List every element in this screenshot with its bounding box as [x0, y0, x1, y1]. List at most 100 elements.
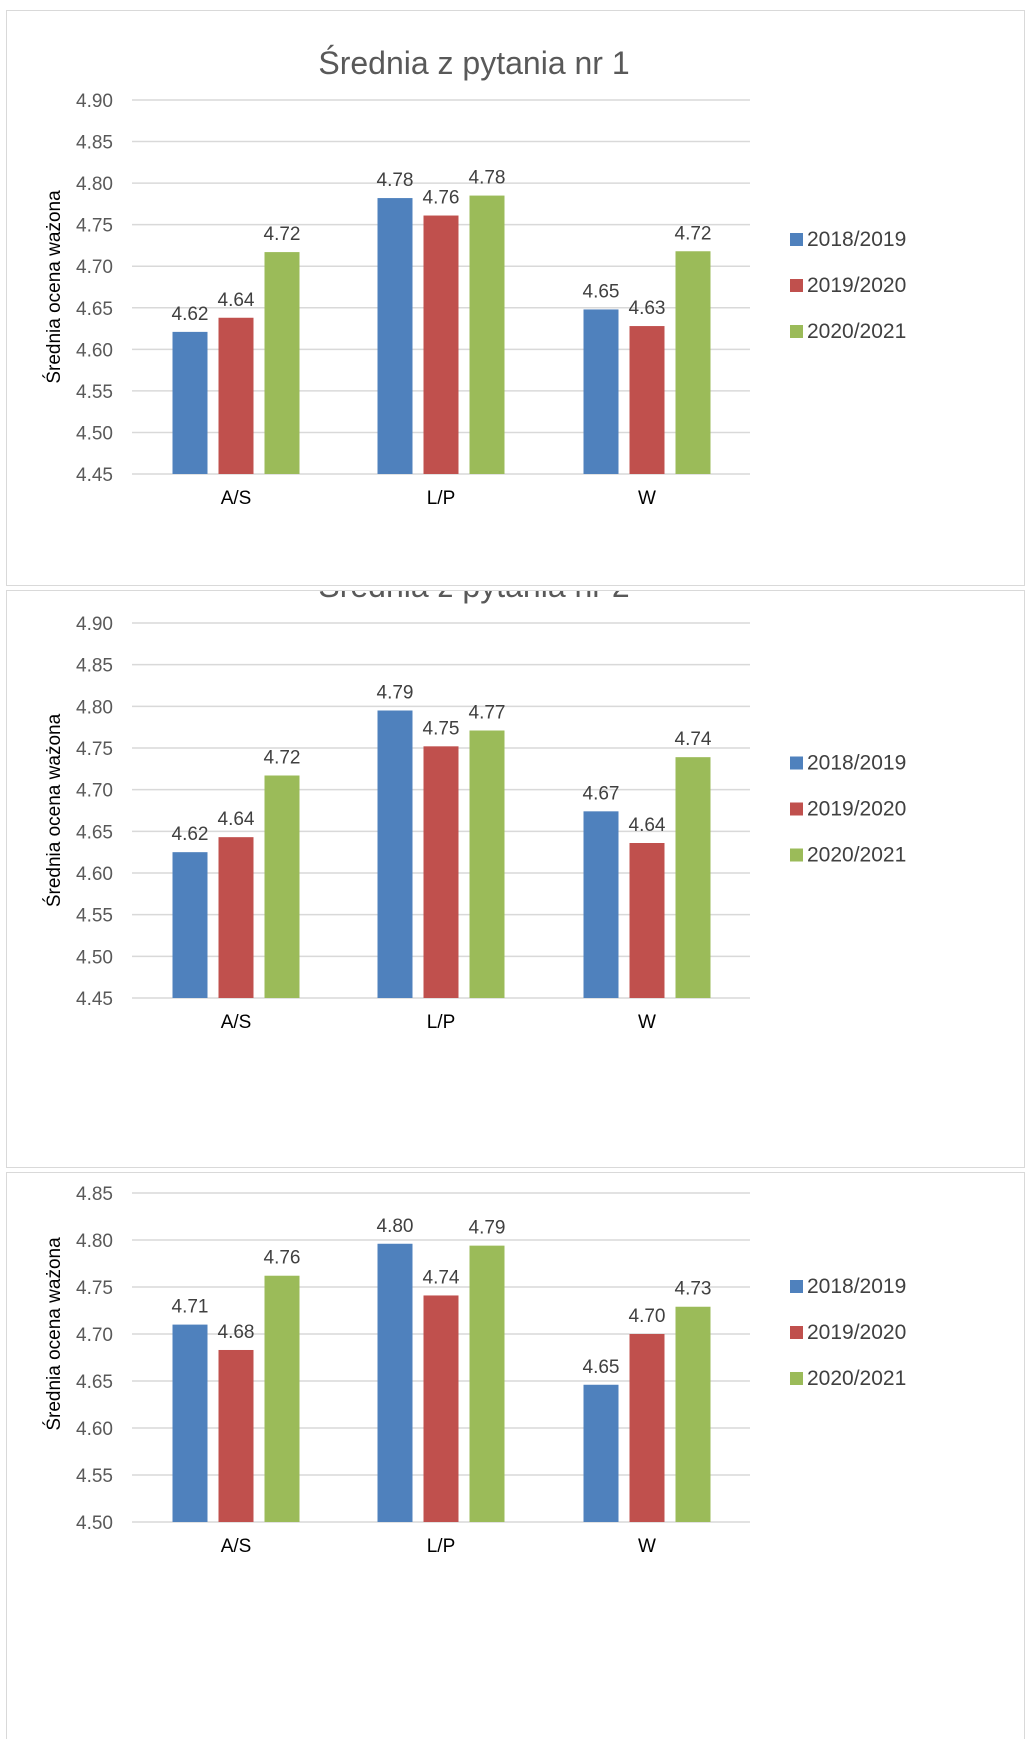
- data-label: 4.76: [423, 188, 460, 209]
- y-tick-label: 4.60: [76, 340, 113, 361]
- legend-label: 2020/2021: [807, 1367, 906, 1390]
- legend-label: 2019/2020: [807, 798, 906, 821]
- data-label: 4.64: [218, 809, 255, 830]
- y-tick-label: 4.65: [76, 299, 113, 320]
- legend-swatch-2020/2021: [790, 848, 803, 862]
- y-tick-label: 4.60: [76, 864, 113, 885]
- bar-2020/2021-L/P: [469, 730, 505, 998]
- y-tick-label: 4.90: [76, 614, 113, 635]
- data-label: 4.73: [675, 1279, 712, 1300]
- x-category-label: A/S: [221, 1012, 252, 1033]
- y-tick-label: 4.50: [76, 1513, 113, 1534]
- bar-2018/2019-L/P: [377, 198, 413, 474]
- bar-2018/2019-A/S: [172, 852, 208, 998]
- bar-2018/2019-W: [583, 309, 619, 474]
- x-category-label: W: [638, 1012, 656, 1033]
- bar-2020/2021-W: [675, 757, 711, 998]
- y-tick-label: 4.75: [76, 216, 113, 237]
- bar-2019/2020-L/P: [423, 215, 459, 474]
- data-label: 4.75: [423, 718, 460, 739]
- bar-2020/2021-A/S: [264, 775, 300, 998]
- data-label: 4.78: [469, 168, 506, 189]
- bar-2019/2020-L/P: [423, 746, 459, 998]
- data-label: 4.65: [583, 1357, 620, 1378]
- legend-label: 2019/2020: [807, 1321, 906, 1344]
- bar-2020/2021-W: [675, 1306, 711, 1522]
- bar-2019/2020-L/P: [423, 1295, 459, 1522]
- data-label: 4.72: [264, 224, 301, 245]
- y-tick-label: 4.65: [76, 1372, 113, 1393]
- y-tick-label: 4.80: [76, 697, 113, 718]
- data-label: 4.80: [377, 1216, 414, 1237]
- y-tick-label: 4.80: [76, 1231, 113, 1252]
- data-label: 4.74: [423, 1267, 460, 1288]
- bar-2020/2021-L/P: [469, 195, 505, 475]
- y-axis-label: Średnia ocena ważona: [43, 190, 65, 384]
- legend-label: 2018/2019: [807, 228, 906, 251]
- y-tick-label: 4.55: [76, 382, 113, 403]
- legend-swatch-2019/2020: [790, 802, 803, 816]
- data-label: 4.79: [377, 683, 414, 704]
- bar-2018/2019-A/S: [172, 1324, 208, 1522]
- y-tick-label: 4.70: [76, 257, 113, 278]
- chart-3-svg: Średnia z pytania nr 34.904.854.804.754.…: [43, 1184, 906, 1557]
- chart-title: Średnia z pytania nr 1: [318, 45, 629, 81]
- legend-swatch-2018/2019: [790, 1280, 803, 1293]
- bar-2019/2020-A/S: [218, 1349, 254, 1522]
- y-tick-label: 4.50: [76, 947, 113, 968]
- legend-swatch-2018/2019: [790, 233, 803, 246]
- chart-panel-3: Średnia z pytania nr 34.904.854.804.754.…: [6, 1172, 1025, 1739]
- x-category-label: A/S: [221, 1536, 252, 1557]
- data-label: 4.65: [583, 281, 620, 302]
- legend-swatch-2019/2020: [790, 279, 803, 292]
- bar-2019/2020-W: [629, 843, 665, 998]
- bar-2019/2020-W: [629, 326, 665, 474]
- bar-2020/2021-L/P: [469, 1245, 505, 1522]
- bar-2019/2020-W: [629, 1334, 665, 1522]
- y-tick-label: 4.55: [76, 906, 113, 927]
- data-label: 4.67: [583, 783, 620, 804]
- chart-panel-2: Średnia z pytania nr 2 4.90 4.85 4.80 4.75 4.…: [6, 590, 1025, 1168]
- y-tick-label: 4.75: [76, 1278, 113, 1299]
- y-tick-label: 4.85: [76, 656, 113, 677]
- data-label: 4.78: [377, 170, 414, 191]
- y-tick-label: 4.70: [76, 1325, 113, 1346]
- x-category-label: W: [638, 488, 656, 509]
- y-tick-label: 4.55: [76, 1466, 113, 1487]
- x-category-label: L/P: [427, 488, 456, 509]
- bar-2018/2019-W: [583, 811, 619, 998]
- data-label: 4.74: [675, 729, 712, 750]
- x-category-label: A/S: [221, 488, 252, 509]
- y-tick-label: 4.85: [76, 133, 113, 154]
- data-label: 4.77: [469, 703, 506, 724]
- y-axis-label: Średnia ocena ważona: [43, 1237, 65, 1431]
- data-label: 4.64: [218, 290, 255, 311]
- data-label: 4.71: [172, 1297, 209, 1318]
- y-tick-label: 4.75: [76, 739, 113, 760]
- x-category-label: L/P: [427, 1012, 456, 1033]
- legend-label: 2020/2021: [807, 320, 906, 343]
- y-tick-label: 4.45: [76, 465, 113, 486]
- y-tick-label: 4.65: [76, 822, 113, 843]
- data-label: 4.64: [629, 815, 666, 836]
- data-label: 4.63: [629, 298, 666, 319]
- legend-label: 2019/2020: [807, 274, 906, 297]
- chart-2-svg: Średnia z pytania nr 2 4.90 4.85 4.80 4.75 4.…: [43, 591, 906, 1033]
- legend-swatch-2018/2019: [790, 756, 803, 770]
- data-label: 4.72: [675, 223, 712, 244]
- chart-1-svg: Średnia z pytania nr 1 4.90 4.85 4.80 4.75 4.…: [43, 45, 906, 509]
- data-label: 4.70: [629, 1306, 666, 1327]
- bar-2018/2019-L/P: [377, 710, 413, 998]
- y-tick-label: 4.50: [76, 423, 113, 444]
- data-label: 4.62: [172, 304, 209, 325]
- legend-label: 2018/2019: [807, 1275, 906, 1298]
- y-tick-label: 4.45: [76, 989, 113, 1010]
- data-label: 4.76: [264, 1248, 301, 1269]
- bar-2020/2021-A/S: [264, 1275, 300, 1522]
- bar-2018/2019-L/P: [377, 1243, 413, 1522]
- legend-swatch-2020/2021: [790, 1372, 803, 1385]
- bar-2020/2021-W: [675, 251, 711, 474]
- bar-2018/2019-A/S: [172, 331, 208, 474]
- y-tick-label: 4.80: [76, 174, 113, 195]
- y-axis-label: Średnia ocena ważona: [43, 713, 65, 907]
